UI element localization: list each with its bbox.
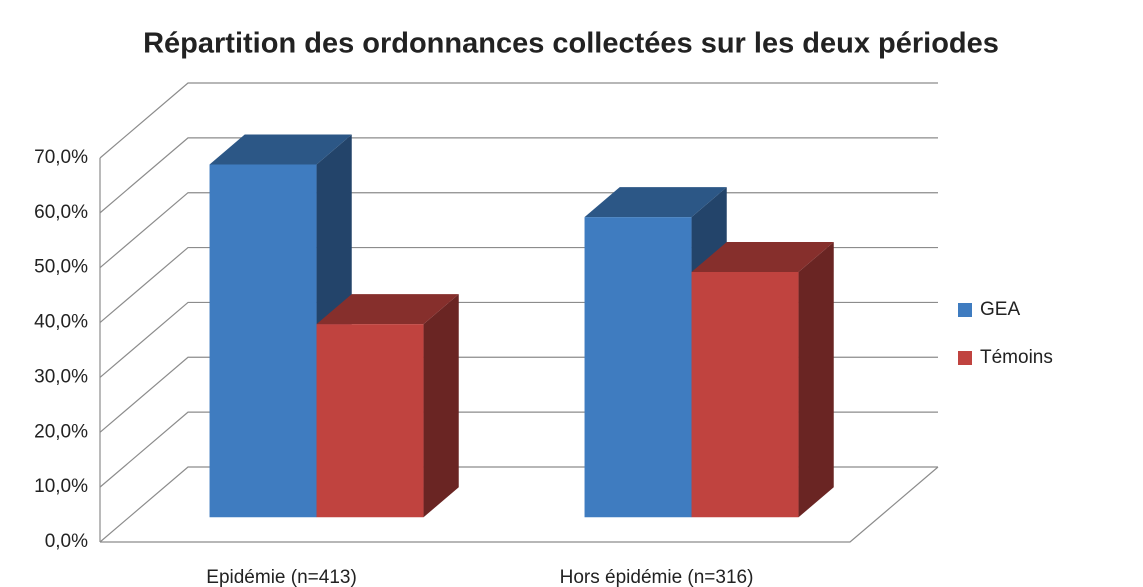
y-tick-label: 20,0%	[34, 421, 88, 442]
bar-front	[584, 217, 692, 518]
bar-side	[423, 294, 459, 518]
y-tick-label: 30,0%	[34, 366, 88, 387]
bar-front	[691, 272, 799, 518]
grid-line	[99, 137, 938, 214]
x-tick-label: Hors épidémie (n=316)	[560, 567, 754, 587]
bar	[691, 242, 834, 518]
bar-top	[316, 294, 459, 325]
legend-swatch	[958, 351, 972, 365]
y-tick-label: 70,0%	[34, 147, 88, 168]
legend-label: Témoins	[980, 347, 1053, 368]
legend-swatch	[958, 303, 972, 317]
bar-top	[209, 134, 352, 165]
bar-top	[584, 187, 727, 218]
y-tick-label: 0,0%	[45, 531, 88, 552]
y-tick-label: 50,0%	[34, 257, 88, 278]
chart-title: Répartition des ordonnances collectées s…	[143, 28, 999, 60]
bar-front	[316, 324, 424, 518]
bar-front	[209, 164, 317, 518]
y-tick-label: 10,0%	[34, 476, 88, 497]
legend-label: GEA	[980, 299, 1020, 320]
floor	[100, 466, 939, 543]
grid-line	[99, 82, 938, 159]
y-tick-label: 60,0%	[34, 202, 88, 223]
y-tick-label: 40,0%	[34, 312, 88, 333]
x-tick-label: Epidémie (n=413)	[206, 567, 357, 587]
bar-side	[798, 242, 834, 518]
bar-top	[691, 242, 834, 273]
bar	[316, 294, 459, 518]
